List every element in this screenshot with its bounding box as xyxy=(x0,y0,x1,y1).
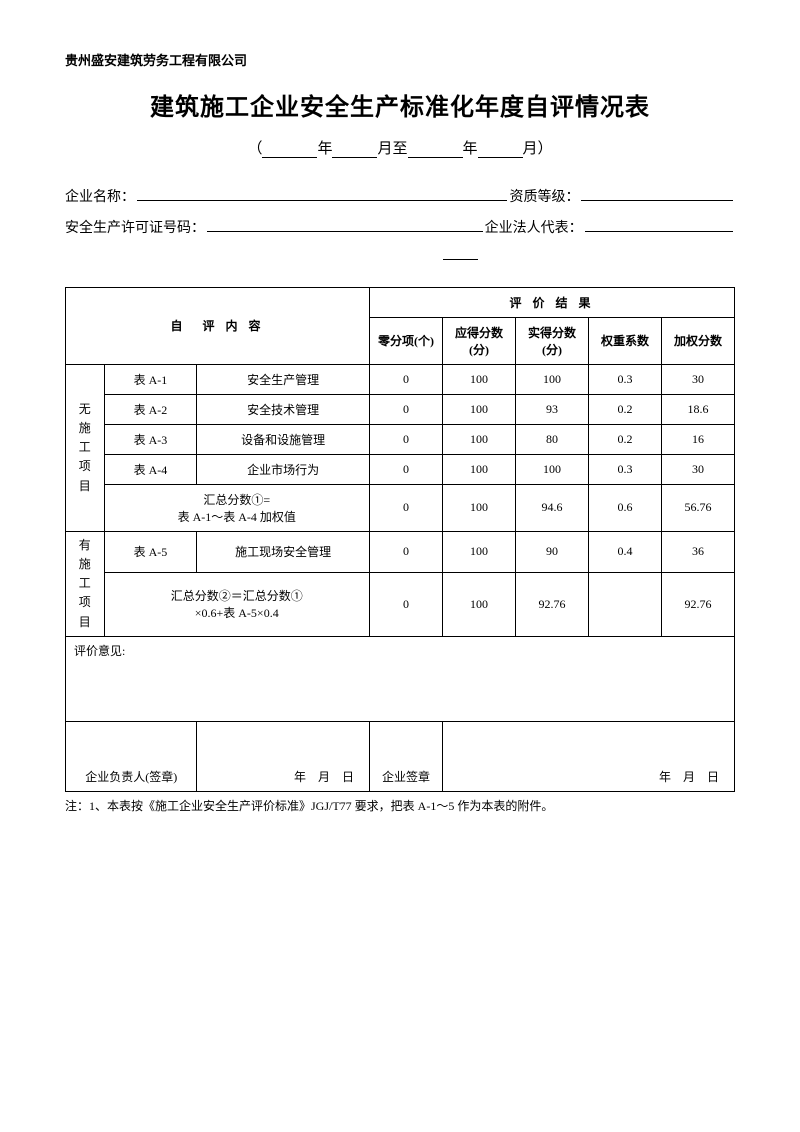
summary1-label: 汇总分数①= 表 A-1～表 A-4 加权值 xyxy=(104,484,369,531)
row-code: 表 A-2 xyxy=(104,394,197,424)
legal-rep-label: 企业法人代表： xyxy=(485,217,583,237)
summary2-should: 100 xyxy=(442,572,515,636)
row-weight: 0.2 xyxy=(588,394,661,424)
permit-field: 安全生产许可证号码： 企业法人代表： xyxy=(65,216,735,236)
summary2-zero: 0 xyxy=(369,572,442,636)
evaluation-table: 自 评 内 容 评 价 结 果 零分项(个) 应得分数(分) 实得分数(分) 权… xyxy=(65,287,735,792)
row-should: 100 xyxy=(442,531,515,572)
row-weight: 0.2 xyxy=(588,424,661,454)
row-weight: 0.4 xyxy=(588,531,661,572)
summary1-actual: 94.6 xyxy=(515,484,588,531)
row-weighted: 18.6 xyxy=(661,394,734,424)
row-zero: 0 xyxy=(369,424,442,454)
row-zero: 0 xyxy=(369,454,442,484)
table-row: 表 A-4 企业市场行为 0 100 100 0.3 30 xyxy=(66,454,735,484)
row-name: 企业市场行为 xyxy=(197,454,370,484)
row-weighted: 16 xyxy=(661,424,734,454)
row-actual: 100 xyxy=(515,454,588,484)
row-should: 100 xyxy=(442,394,515,424)
table-row: 无施工项目 表 A-1 安全生产管理 0 100 100 0.3 30 xyxy=(66,364,735,394)
date-range: （ 年 月至 年 月） xyxy=(65,137,735,158)
row-weighted: 36 xyxy=(661,531,734,572)
row-weighted: 30 xyxy=(661,454,734,484)
result-header: 评 价 结 果 xyxy=(369,287,734,317)
summary1-weight: 0.6 xyxy=(588,484,661,531)
row-should: 100 xyxy=(442,424,515,454)
row-should: 100 xyxy=(442,454,515,484)
qual-level-label: 资质等级： xyxy=(509,186,579,206)
row-weight: 0.3 xyxy=(588,364,661,394)
summary2-row: 汇总分数②＝汇总分数① ×0.6+表 A-5×0.4 0 100 92.76 9… xyxy=(66,572,735,636)
row-should: 100 xyxy=(442,364,515,394)
enterprise-name-field: 企业名称： 资质等级： xyxy=(65,186,735,206)
date-cell-1: 年 月 日 xyxy=(197,721,370,791)
table-row: 表 A-2 安全技术管理 0 100 93 0.2 18.6 xyxy=(66,394,735,424)
table-row: 有施工项目 表 A-5 施工现场安全管理 0 100 90 0.4 36 xyxy=(66,531,735,572)
summary2-label: 汇总分数②＝汇总分数① ×0.6+表 A-5×0.4 xyxy=(104,572,369,636)
seal-label: 企业签章 xyxy=(369,721,442,791)
person-sign-label: 企业负责人(签章) xyxy=(66,721,197,791)
summary1-row: 汇总分数①= 表 A-1～表 A-4 加权值 0 100 94.6 0.6 56… xyxy=(66,484,735,531)
weight-header: 权重系数 xyxy=(588,317,661,364)
row-weighted: 30 xyxy=(661,364,734,394)
weighted-header: 加权分数 xyxy=(661,317,734,364)
group-has-construction: 有施工项目 xyxy=(66,531,105,636)
row-actual: 90 xyxy=(515,531,588,572)
company-name: 贵州盛安建筑劳务工程有限公司 xyxy=(65,50,735,69)
summary1-should: 100 xyxy=(442,484,515,531)
month1-label: 月至 xyxy=(377,141,407,157)
row-actual: 100 xyxy=(515,364,588,394)
row-zero: 0 xyxy=(369,364,442,394)
signature-row: 企业负责人(签章) 年 月 日 企业签章 年 月 日 xyxy=(66,721,735,791)
month2-label: 月） xyxy=(523,141,553,157)
row-name: 施工现场安全管理 xyxy=(197,531,370,572)
summary2-weight xyxy=(588,572,661,636)
row-code: 表 A-5 xyxy=(104,531,197,572)
row-actual: 80 xyxy=(515,424,588,454)
paren-open: （ xyxy=(247,141,262,157)
year1-label: 年 xyxy=(317,141,332,157)
actual-header: 实得分数(分) xyxy=(515,317,588,364)
summary1-weighted: 56.76 xyxy=(661,484,734,531)
row-name: 设备和设施管理 xyxy=(197,424,370,454)
enterprise-name-label: 企业名称： xyxy=(65,186,135,206)
row-weight: 0.3 xyxy=(588,454,661,484)
document-title: 建筑施工企业安全生产标准化年度自评情况表 xyxy=(65,87,735,122)
summary1-zero: 0 xyxy=(369,484,442,531)
row-name: 安全技术管理 xyxy=(197,394,370,424)
table-row: 表 A-3 设备和设施管理 0 100 80 0.2 16 xyxy=(66,424,735,454)
year2-label: 年 xyxy=(463,141,478,157)
opinion-cell: 评价意见: xyxy=(66,636,735,721)
row-name: 安全生产管理 xyxy=(197,364,370,394)
row-code: 表 A-1 xyxy=(104,364,197,394)
permit-no-label: 安全生产许可证号码： xyxy=(65,217,205,237)
row-code: 表 A-3 xyxy=(104,424,197,454)
row-code: 表 A-4 xyxy=(104,454,197,484)
content-header: 自 评 内 容 xyxy=(66,287,370,364)
zero-header: 零分项(个) xyxy=(369,317,442,364)
date-cell-2: 年 月 日 xyxy=(442,721,734,791)
row-zero: 0 xyxy=(369,531,442,572)
row-zero: 0 xyxy=(369,394,442,424)
footnote: 注：1、本表按《施工企业安全生产评价标准》JGJ/T77 要求，把表 A-1～5… xyxy=(65,797,735,814)
group-no-construction: 无施工项目 xyxy=(66,364,105,531)
row-actual: 93 xyxy=(515,394,588,424)
should-header: 应得分数(分) xyxy=(442,317,515,364)
summary2-weighted: 92.76 xyxy=(661,572,734,636)
summary2-actual: 92.76 xyxy=(515,572,588,636)
